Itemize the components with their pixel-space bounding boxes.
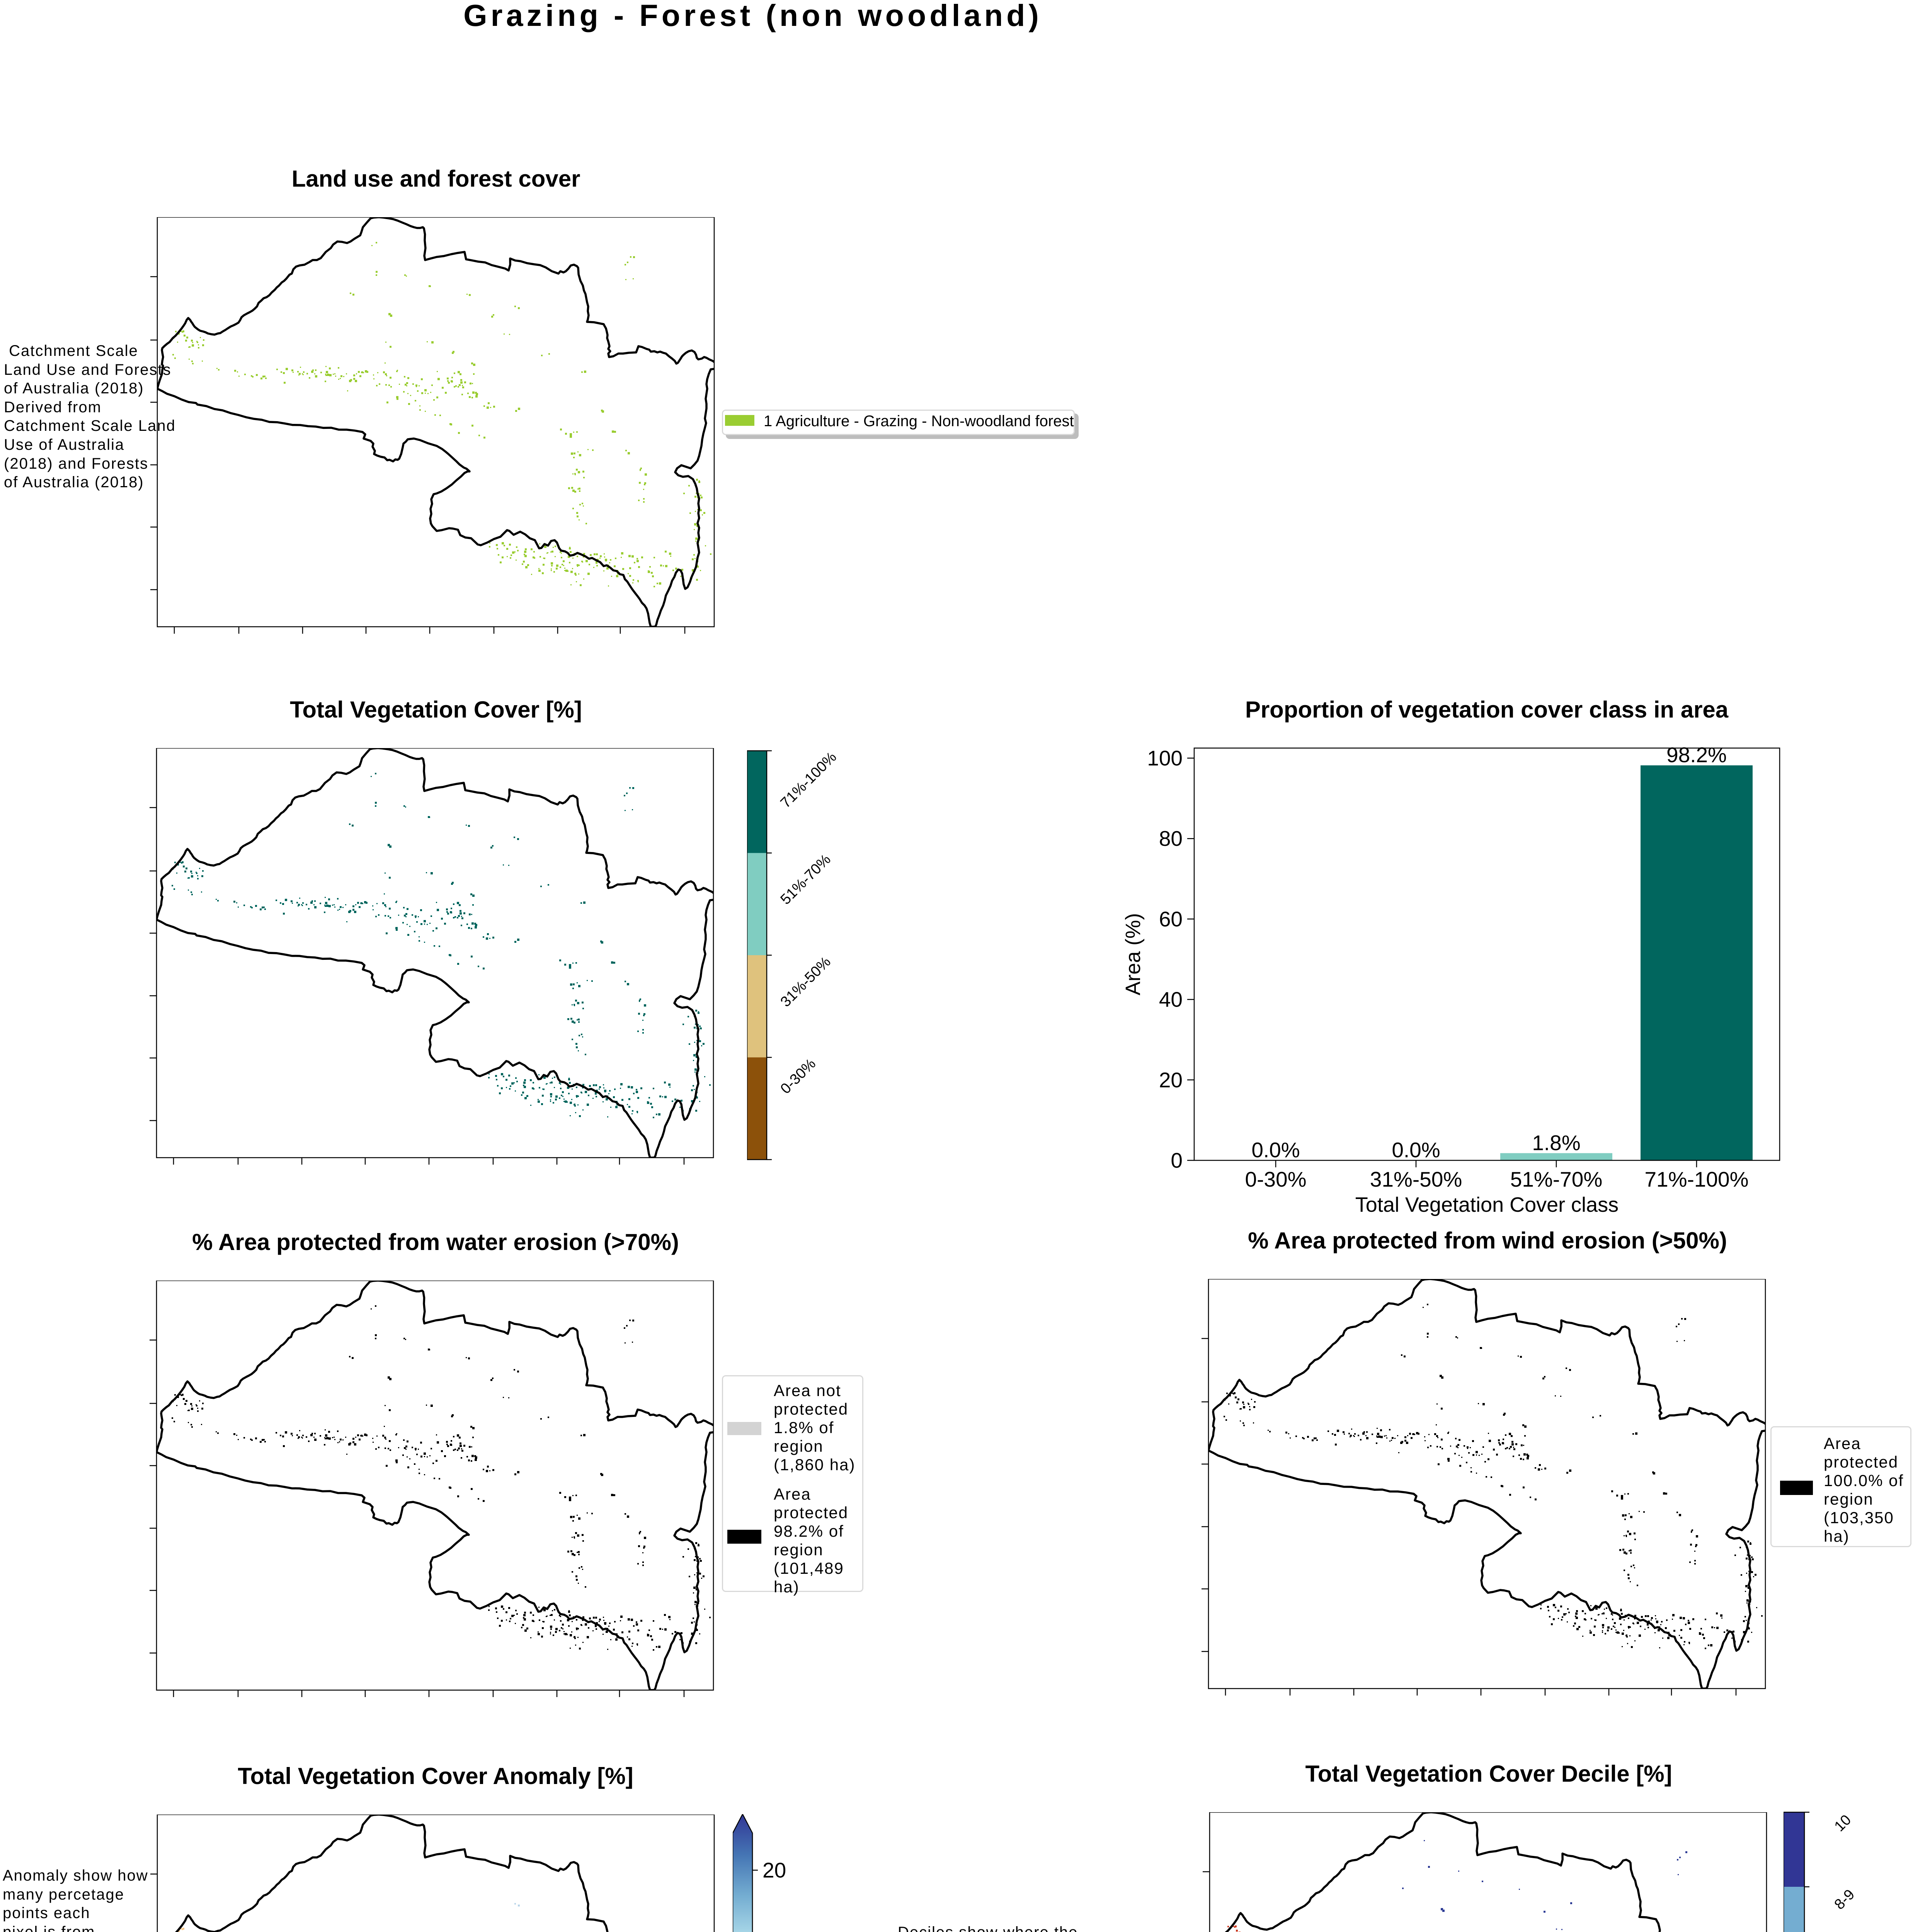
svg-text:98.2%: 98.2%: [1666, 743, 1727, 767]
svg-text:1.8%: 1.8%: [1532, 1131, 1580, 1155]
svg-text:20: 20: [1159, 1068, 1183, 1092]
svg-text:51%-70%: 51%-70%: [1510, 1167, 1602, 1191]
svg-text:100: 100: [1147, 746, 1183, 770]
svg-text:Area (%): Area (%): [1122, 913, 1145, 995]
svg-text:20: 20: [762, 1858, 786, 1882]
svg-text:31%-50%: 31%-50%: [1370, 1167, 1462, 1191]
svg-text:0.0%: 0.0%: [1251, 1138, 1300, 1162]
svg-text:0: 0: [1171, 1148, 1183, 1172]
svg-text:71%-100%: 71%-100%: [1644, 1167, 1748, 1191]
svg-text:80: 80: [1159, 827, 1183, 850]
svg-text:Total Vegetation Cover class: Total Vegetation Cover class: [1355, 1193, 1619, 1216]
svg-text:0-30%: 0-30%: [1245, 1167, 1307, 1191]
svg-text:60: 60: [1159, 907, 1183, 931]
svg-text:0.0%: 0.0%: [1392, 1138, 1440, 1162]
svg-text:40: 40: [1159, 988, 1183, 1012]
